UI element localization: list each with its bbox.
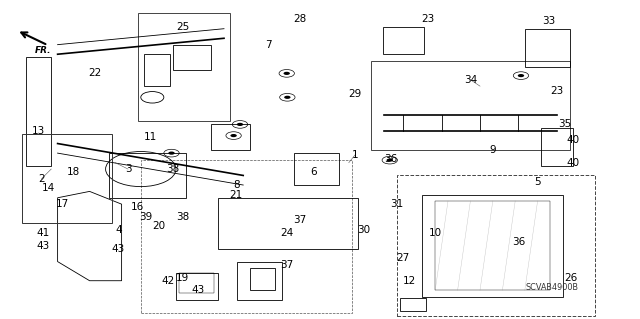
Text: 8: 8 [234,180,240,190]
Text: 19: 19 [176,272,189,283]
Text: 34: 34 [464,75,477,85]
Text: 23: 23 [550,86,563,96]
Text: 35: 35 [558,119,571,130]
Text: 20: 20 [152,221,165,232]
Circle shape [284,72,290,75]
Text: 37: 37 [293,215,306,225]
Text: 4: 4 [115,225,122,235]
Text: 9: 9 [490,145,496,155]
Text: 25: 25 [176,22,189,32]
Text: 30: 30 [357,225,370,235]
Text: 29: 29 [349,89,362,99]
Circle shape [168,152,175,155]
Text: SCVAB4900B: SCVAB4900B [525,283,578,292]
Text: 38: 38 [166,164,179,174]
Text: 1: 1 [352,150,358,160]
Text: 17: 17 [56,199,69,209]
Text: 23: 23 [421,14,434,24]
Text: 38: 38 [176,212,189,222]
Text: 5: 5 [534,177,541,187]
Text: 28: 28 [293,14,306,24]
Text: 7: 7 [266,40,272,50]
Text: 3: 3 [125,164,131,174]
Text: 11: 11 [144,132,157,142]
Text: 40: 40 [566,135,579,145]
Text: 24: 24 [280,228,293,238]
Text: 2: 2 [38,174,45,184]
Text: 22: 22 [88,68,101,78]
Text: 37: 37 [280,260,293,270]
Text: 21: 21 [229,189,242,200]
Text: 31: 31 [390,199,403,209]
Text: 13: 13 [32,126,45,136]
Text: 43: 43 [192,285,205,295]
Text: 43: 43 [37,241,50,251]
Text: 10: 10 [429,228,442,238]
Text: 40: 40 [566,158,579,168]
Text: 36: 36 [384,154,397,165]
Text: 42: 42 [161,276,174,286]
Text: 41: 41 [37,228,50,238]
Text: 16: 16 [131,202,144,212]
Circle shape [518,74,524,77]
Text: FR.: FR. [35,46,52,55]
Text: 27: 27 [397,253,410,263]
Text: 26: 26 [564,272,577,283]
Circle shape [237,123,243,126]
Text: 14: 14 [42,183,54,193]
Circle shape [230,134,237,137]
Circle shape [387,159,393,162]
Text: 36: 36 [512,237,525,248]
Text: 6: 6 [310,167,317,177]
Text: 33: 33 [543,16,556,26]
Text: 12: 12 [403,276,416,286]
Text: 18: 18 [67,167,80,177]
Text: 43: 43 [112,244,125,254]
Text: 39: 39 [140,212,152,222]
Circle shape [284,96,291,99]
